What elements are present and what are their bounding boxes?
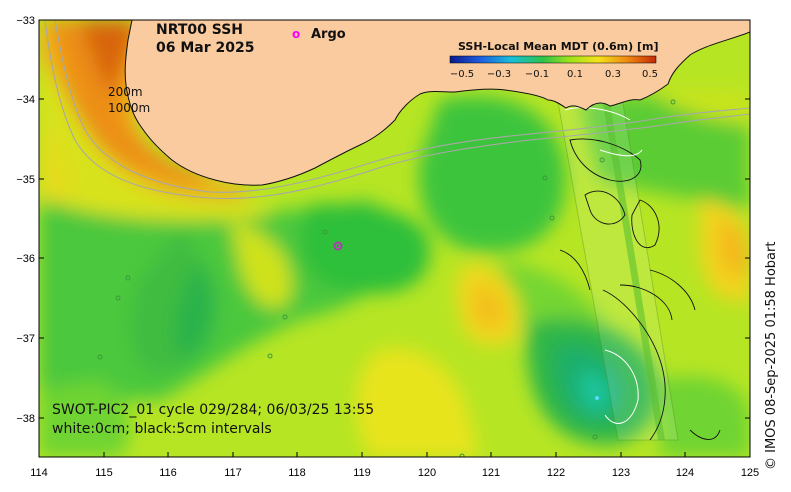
lon-label-124: 124 <box>676 467 694 479</box>
lon-label-118: 118 <box>288 467 306 479</box>
lon-label-119: 119 <box>353 467 371 479</box>
argo-markers <box>333 241 343 251</box>
lat-label-38: −38 <box>16 413 35 425</box>
map-date: 06 Mar 2025 <box>156 40 254 56</box>
contour-caption: white:0cm; black:5cm intervals <box>52 421 272 437</box>
lon-label-121: 121 <box>482 467 500 479</box>
isobath-label-1000m: 1000m <box>108 101 150 115</box>
lat-axis: −33 −34 −35 −36 −37 −38 <box>16 15 750 425</box>
lat-label-33: −33 <box>16 15 35 27</box>
lat-label-34: −34 <box>16 94 35 106</box>
argo-legend-label: Argo <box>311 27 346 42</box>
lon-label-114: 114 <box>30 467 48 479</box>
imos-credit: © IMOS 08-Sep-2025 01:58 Hobart <box>764 241 779 470</box>
swot-caption: SWOT-PIC2_01 cycle 029/284; 06/03/25 13:… <box>52 402 374 418</box>
lon-label-122: 122 <box>547 467 565 479</box>
lon-label-120: 120 <box>418 467 436 479</box>
colorbar-title: SSH-Local Mean MDT (0.6m) [m] <box>458 40 658 53</box>
lon-label-115: 115 <box>95 467 113 479</box>
drifter-markers <box>97 99 676 457</box>
colorbar-tick-5: 0.5 <box>642 69 658 80</box>
colorbar-tick-2: −0.1 <box>525 69 549 80</box>
isobaths <box>44 20 750 200</box>
colorbar-tick-3: 0.1 <box>567 69 583 80</box>
lon-axis: 114 115 116 117 118 119 120 121 122 123 … <box>30 452 759 479</box>
colorbar-tick-0: −0.5 <box>450 69 474 80</box>
lat-label-36: −36 <box>16 253 35 265</box>
colorbar-tick-4: 0.3 <box>605 69 621 80</box>
lon-label-117: 117 <box>224 467 242 479</box>
ssh-field <box>39 20 750 457</box>
argo-legend-symbol: o <box>292 27 300 41</box>
colorbar: SSH-Local Mean MDT (0.6m) [m] −0.5 −0.3 … <box>449 40 658 80</box>
black-contours <box>559 138 721 441</box>
lon-label-116: 116 <box>159 467 177 479</box>
lon-label-125: 125 <box>741 467 759 479</box>
lat-label-37: −37 <box>16 333 35 345</box>
lon-label-123: 123 <box>612 467 630 479</box>
colorbar-tick-1: −0.3 <box>487 69 511 80</box>
product-title: NRT00 SSH <box>156 22 243 38</box>
isobath-label-200m: 200m <box>108 85 143 99</box>
lat-label-35: −35 <box>16 174 35 186</box>
white-contours <box>564 107 643 424</box>
